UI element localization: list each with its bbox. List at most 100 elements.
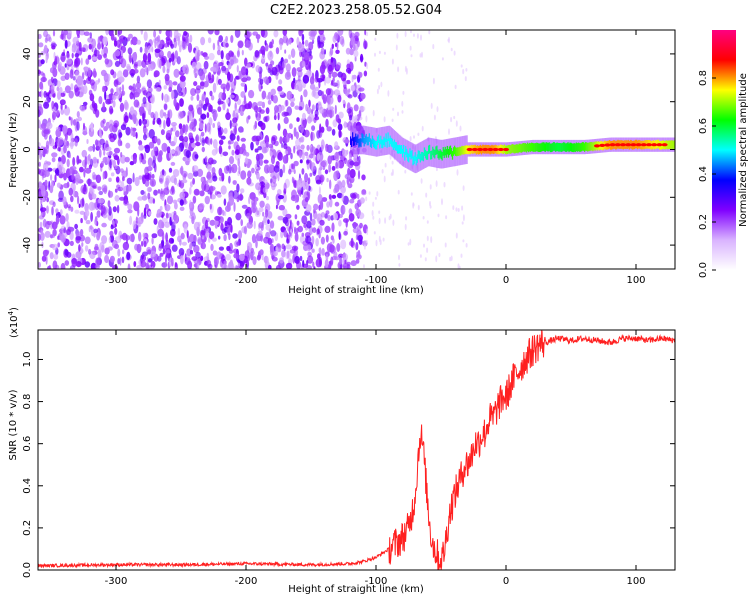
- spectrogram-noise-cell: [300, 124, 305, 134]
- spectrogram-noise-cell: [74, 53, 80, 58]
- spectrogram-noise-cell: [97, 54, 103, 60]
- spectrogram-ridge-cell: [574, 143, 576, 153]
- spectrogram-noise-cell: [256, 172, 260, 178]
- spectrogram-noise-cell: [129, 233, 135, 242]
- spectrogram-noise-cell: [66, 140, 70, 149]
- spectrogram-noise-cell: [38, 33, 42, 40]
- spectrogram-noise-cell: [195, 134, 200, 143]
- spectrogram-noise-cell: [241, 204, 248, 209]
- spectrogram-noise-cell: [359, 105, 365, 113]
- spectrogram-noise-cell: [126, 65, 131, 72]
- spectrogram-noise-cell: [45, 34, 51, 42]
- spectrogram-noise-cell: [74, 87, 80, 97]
- spectrogram-noise-cell: [101, 235, 108, 244]
- spectrogram-noise-cell: [142, 232, 146, 239]
- spectrogram-noise-cell: [318, 247, 321, 253]
- spectrogram-noise-cell: [241, 49, 244, 56]
- spectrogram-ridge-cell: [545, 142, 547, 151]
- spectrogram-noise-cell: [221, 228, 227, 234]
- spectrogram-noise-cell: [112, 264, 119, 269]
- spectrogram-noise-cell: [401, 100, 404, 107]
- spectrogram-noise-cell: [356, 114, 360, 122]
- spectrogram-noise-cell: [43, 90, 47, 98]
- spectrogram-ridge-cell: [408, 153, 410, 163]
- spectrogram-noise-cell: [223, 86, 226, 94]
- spectrogram-noise-cell: [155, 87, 161, 92]
- spectrogram-noise-cell: [273, 165, 280, 173]
- spectrogram-noise-cell: [110, 172, 115, 177]
- spectrogram-noise-cell: [349, 152, 352, 161]
- spectrogram-noise-cell: [127, 47, 133, 55]
- spectrogram-noise-cell: [390, 172, 393, 176]
- spectrogram-noise-cell: [172, 169, 180, 177]
- spectrogram-noise-cell: [200, 242, 206, 250]
- spectrogram-noise-cell: [346, 63, 351, 70]
- spectrogram-noise-cell: [161, 142, 168, 152]
- spectrogram-noise-cell: [129, 106, 135, 115]
- spectrogram-ridge-cell: [416, 154, 418, 163]
- spectrogram-ridge-cell: [560, 143, 562, 152]
- spectrogram-noise-cell: [310, 146, 317, 156]
- spectrogram-ridge-cell: [368, 133, 370, 142]
- spectrogram-noise-cell: [383, 175, 386, 183]
- spectrogram-noise-cell: [108, 177, 112, 182]
- spectrogram-noise-cell: [409, 45, 412, 51]
- spectrogram-noise-cell: [228, 249, 234, 254]
- spectrogram-noise-cell: [294, 214, 298, 220]
- spectrogram-noise-cell: [152, 120, 155, 125]
- spectrogram-noise-cell: [104, 90, 107, 101]
- spectrogram-noise-cell: [123, 199, 129, 206]
- spectrogram-noise-cell: [196, 85, 201, 91]
- spectrogram-noise-cell: [261, 54, 266, 63]
- spectrogram-ridge-cell: [377, 136, 379, 146]
- spectrogram-noise-cell: [348, 213, 355, 222]
- spectrogram-noise-cell: [371, 210, 374, 217]
- spectrogram-noise-cell: [217, 106, 222, 112]
- spectrogram-noise-cell: [381, 169, 384, 174]
- spectrogram-noise-cell: [174, 202, 178, 210]
- spectrogram-noise-cell: [135, 132, 138, 139]
- spectrogram-noise-cell: [104, 58, 110, 65]
- snr-y-ticks: 0.00.20.40.60.81.0: [22, 352, 675, 578]
- spectrogram-noise-cell: [309, 35, 315, 40]
- spectrogram-noise-cell: [240, 219, 243, 227]
- spectrogram-noise-cell: [55, 126, 61, 131]
- spectrogram-noise-cell: [153, 70, 160, 77]
- spectrogram-noise-cell: [155, 36, 159, 42]
- spectrogram-noise-cell: [448, 128, 450, 135]
- spectrogram-noise-cell: [322, 94, 328, 104]
- spectrogram-noise-cell: [106, 73, 111, 82]
- spectrogram-noise-cell: [295, 179, 302, 190]
- spectrogram-peak-cell: [635, 143, 642, 147]
- spectrogram-noise-cell: [103, 149, 106, 156]
- spectrogram-noise-cell: [46, 122, 53, 130]
- spectrogram-noise-cell: [245, 152, 250, 157]
- spectrogram-ridge-cell: [537, 143, 539, 152]
- spectrogram-noise-cell: [460, 253, 463, 258]
- spectrogram-noise-cell: [102, 101, 105, 111]
- spectrogram-ridge-cell: [403, 144, 405, 154]
- spectrogram-ridge-cell: [439, 149, 441, 158]
- spectrogram-noise-cell: [244, 83, 248, 93]
- spectrogram-noise-cell: [306, 220, 312, 229]
- spectrogram-noise-cell: [88, 201, 95, 211]
- spectrogram-noise-cell: [241, 143, 246, 151]
- spectrogram-noise-cell: [55, 128, 62, 138]
- spectrogram-noise-cell: [234, 30, 241, 38]
- spectrogram-noise-cell: [318, 186, 321, 195]
- spectrogram-ridge-cell: [384, 138, 386, 147]
- spectrogram-noise-cell: [350, 84, 356, 92]
- spectrogram-noise-cell: [119, 102, 125, 113]
- spectrogram-noise-cell: [455, 120, 458, 127]
- spectrogram-noise-cell: [329, 179, 332, 190]
- spectrogram-noise-cell: [160, 129, 165, 136]
- spectrogram-noise-cell: [125, 126, 131, 136]
- spectrogram-noise-cell: [128, 33, 133, 39]
- spectrogram-noise-cell: [265, 224, 272, 231]
- spectrogram-y-tick-label: 0: [22, 146, 33, 152]
- spectrogram-ridge-cell: [550, 143, 552, 153]
- spectrogram-noise-cell: [143, 31, 148, 41]
- spectrogram-noise-cell: [227, 71, 231, 81]
- spectrogram-ridge-cell: [534, 143, 536, 152]
- spectrogram-noise-cell: [417, 132, 420, 136]
